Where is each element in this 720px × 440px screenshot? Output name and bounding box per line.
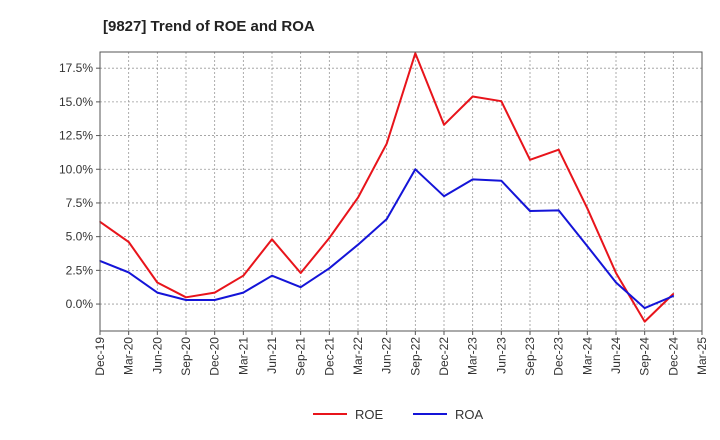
x-tick-label: Mar-25 [695, 337, 709, 375]
x-tick-label: Dec-22 [437, 337, 451, 376]
data-point-roa [156, 291, 159, 294]
x-tick-label: Sep-24 [638, 337, 652, 376]
x-tick-label: Sep-20 [179, 337, 193, 376]
series-line-roa [99, 168, 674, 310]
data-point-roa [586, 245, 589, 247]
y-axis-ticks: 0.0% 2.5% 5.0% 7.5% 10.0% 12.5% 15.0% 17.5% [59, 61, 100, 311]
data-point-roa [672, 295, 675, 297]
data-point-roa [385, 218, 388, 220]
data-point-roe [213, 291, 216, 294]
y-tick-label: 12.5% [59, 129, 93, 143]
data-point-roe [414, 52, 417, 55]
data-point-roe [529, 159, 531, 161]
data-point-roa [299, 286, 302, 288]
legend-label-roa: ROA [455, 407, 484, 422]
y-tick-label: 17.5% [59, 61, 93, 75]
chart-title: [9827] Trend of ROE and ROA [103, 18, 315, 35]
x-tick-label: Mar-24 [580, 337, 594, 375]
plot-frame [99, 51, 703, 332]
data-point-roe [242, 274, 245, 277]
x-tick-label: Sep-22 [408, 337, 422, 376]
x-tick-label: Jun-24 [609, 337, 623, 374]
data-point-roe [615, 272, 617, 274]
data-point-roa [643, 307, 646, 309]
data-point-roa [443, 195, 445, 198]
data-point-roe [500, 100, 503, 102]
data-point-roa [357, 243, 359, 246]
series-lines [99, 52, 675, 323]
data-point-roe [643, 320, 646, 323]
x-tick-label: Sep-21 [294, 337, 308, 376]
x-tick-label: Dec-24 [666, 337, 680, 376]
data-point-roa [185, 299, 187, 301]
data-point-roe [357, 196, 359, 199]
grid-lines [100, 52, 702, 331]
x-tick-label: Mar-23 [466, 337, 480, 375]
data-point-roe [328, 237, 331, 239]
data-point-roa [471, 178, 474, 181]
data-point-roa [557, 209, 560, 212]
x-tick-label: Dec-20 [208, 337, 222, 376]
data-point-roa [328, 267, 331, 270]
x-tick-label: Dec-21 [322, 337, 336, 376]
data-point-roa [271, 274, 273, 277]
x-axis-ticks: Dec-19 Mar-20 Jun-20 Sep-20 Dec-20 Mar-21 Jun-… [93, 331, 709, 376]
data-point-roe [127, 241, 130, 243]
x-tick-label: Jun-22 [380, 337, 394, 374]
data-point-roa [529, 210, 531, 212]
x-tick-label: Dec-19 [93, 337, 107, 376]
data-point-roa [242, 291, 245, 294]
x-tick-label: Sep-23 [523, 337, 537, 376]
x-tick-label: Jun-20 [150, 337, 164, 374]
data-point-roe [271, 238, 273, 241]
x-tick-label: Dec-23 [552, 337, 566, 376]
x-tick-label: Mar-21 [236, 337, 250, 375]
data-point-roe [672, 293, 675, 295]
y-tick-label: 0.0% [66, 297, 94, 311]
data-point-roe [557, 148, 560, 151]
y-tick-label: 7.5% [66, 196, 94, 210]
data-point-roe [385, 142, 388, 145]
y-tick-label: 15.0% [59, 95, 93, 109]
data-point-roa [127, 271, 130, 274]
data-point-roe [299, 272, 302, 274]
y-tick-label: 10.0% [59, 162, 93, 176]
y-tick-label: 5.0% [66, 230, 94, 244]
x-tick-label: Jun-21 [265, 337, 279, 374]
data-point-roe [471, 95, 474, 98]
legend: ROE ROA [313, 407, 484, 422]
x-tick-label: Mar-22 [351, 337, 365, 375]
data-point-roe [443, 123, 445, 126]
legend-label-roe: ROE [355, 407, 384, 422]
data-point-roa [500, 179, 503, 182]
y-tick-label: 2.5% [66, 263, 94, 277]
data-point-roa [213, 299, 216, 301]
x-tick-label: Jun-23 [494, 337, 508, 374]
data-point-roe [586, 207, 589, 210]
data-point-roe [185, 296, 187, 299]
data-point-roa [414, 168, 417, 171]
data-point-roa [615, 281, 617, 284]
x-tick-label: Mar-20 [122, 337, 136, 375]
data-point-roe [156, 281, 159, 284]
